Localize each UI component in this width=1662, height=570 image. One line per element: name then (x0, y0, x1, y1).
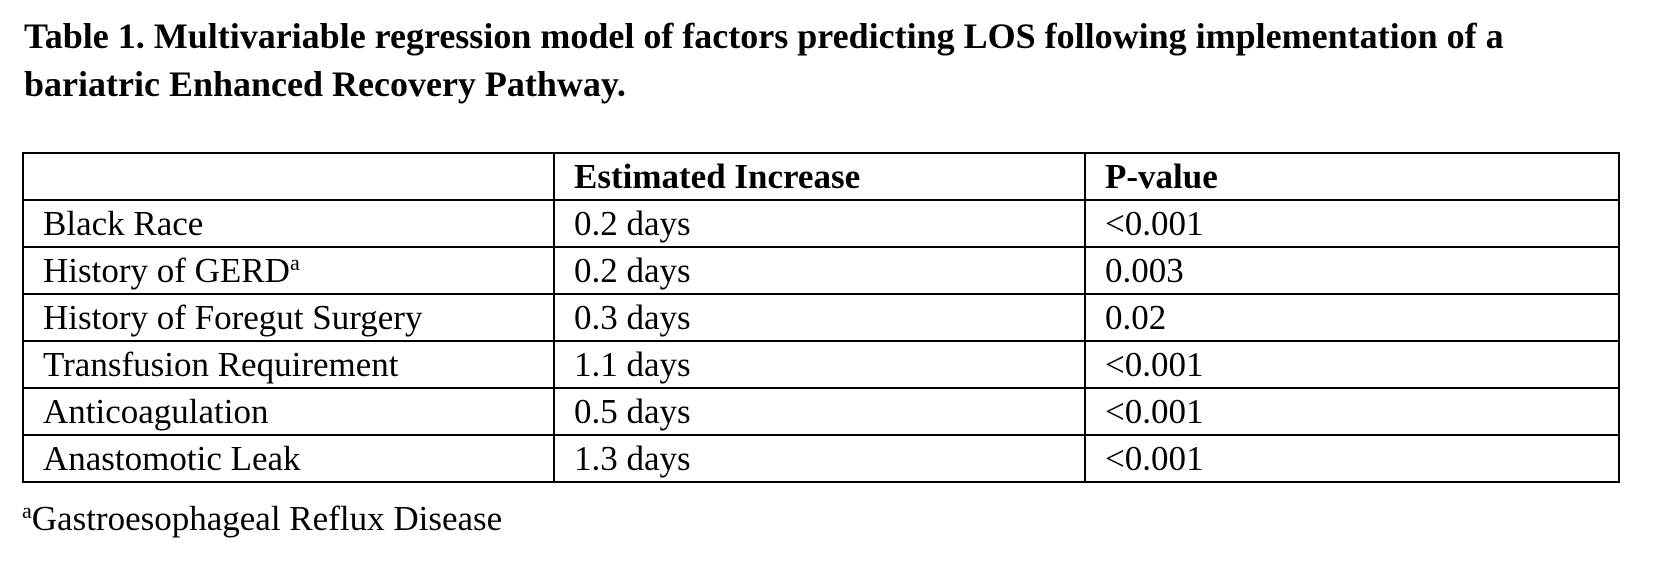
table-row: History of Foregut Surgery 0.3 days 0.02 (22, 293, 1620, 342)
table-row: Anastomotic Leak 1.3 days <0.001 (22, 434, 1620, 483)
p-value-cell: 0.003 (1084, 246, 1620, 295)
factor-cell: Anastomotic Leak (22, 434, 555, 483)
table-row: Black Race 0.2 days <0.001 (22, 199, 1620, 248)
factor-label: Transfusion Requirement (43, 345, 399, 384)
table-header-row: Estimated Increase P-value (22, 152, 1620, 201)
factor-label: Black Race (43, 204, 204, 243)
factor-cell: Transfusion Requirement (22, 340, 555, 389)
header-estimated-increase: Estimated Increase (553, 152, 1086, 201)
increase-cell: 0.2 days (553, 246, 1086, 295)
increase-cell: 1.3 days (553, 434, 1086, 483)
table-row: History of GERDa 0.2 days 0.003 (22, 246, 1620, 295)
table-row: Transfusion Requirement 1.1 days <0.001 (22, 340, 1620, 389)
factor-label: Anticoagulation (43, 392, 269, 431)
footnote-text: Gastroesophageal Reflux Disease (31, 499, 503, 538)
footnote-marker: a (22, 498, 32, 523)
table-footnote: aGastroesophageal Reflux Disease (22, 497, 502, 541)
factor-label: Anastomotic Leak (43, 439, 301, 478)
factor-label: History of GERD (43, 251, 290, 290)
increase-cell: 1.1 days (553, 340, 1086, 389)
header-p-value: P-value (1084, 152, 1620, 201)
header-factor (22, 152, 555, 201)
footnote-marker: a (289, 250, 300, 275)
table-caption: Table 1. Multivariable regression model … (24, 16, 1504, 104)
p-value-cell: <0.001 (1084, 387, 1620, 436)
factor-cell: Black Race (22, 199, 555, 248)
p-value-cell: <0.001 (1084, 434, 1620, 483)
factor-cell: Anticoagulation (22, 387, 555, 436)
table-row: Anticoagulation 0.5 days <0.001 (22, 387, 1620, 436)
p-value-cell: <0.001 (1084, 340, 1620, 389)
regression-table: Estimated Increase P-value Black Race 0.… (22, 152, 1620, 483)
factor-label: History of Foregut Surgery (43, 298, 423, 337)
factor-cell: History of Foregut Surgery (22, 293, 555, 342)
p-value-cell: <0.001 (1084, 199, 1620, 248)
factor-cell: History of GERDa (22, 246, 555, 295)
p-value-cell: 0.02 (1084, 293, 1620, 342)
increase-cell: 0.5 days (553, 387, 1086, 436)
increase-cell: 0.2 days (553, 199, 1086, 248)
increase-cell: 0.3 days (553, 293, 1086, 342)
